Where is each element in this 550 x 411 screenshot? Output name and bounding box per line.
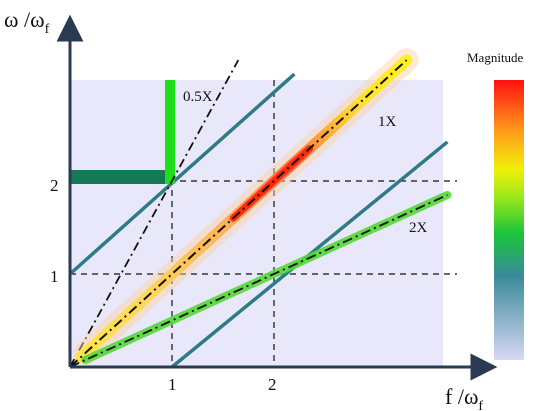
order-line-0-5x [69, 59, 240, 368]
resonance-line-1 [68, 72, 296, 276]
x-tick-label-1: 1 [168, 375, 177, 394]
order-label-2x: 2X [409, 220, 428, 236]
order-lines [69, 48, 452, 368]
green-resonance-vertical [165, 80, 175, 184]
order-label-1x: 1X [378, 114, 397, 130]
magnitude-colorbar [494, 80, 524, 360]
x-axis-title: f /ωf [445, 384, 483, 411]
y-tick-label-1: 1 [50, 267, 59, 286]
order-label-0-5x: 0.5X [183, 89, 213, 105]
x-tick-label-2: 2 [268, 375, 277, 394]
y-axis-title: ω /ωf [4, 7, 50, 37]
order-line-1x [69, 59, 408, 368]
green-resonance-horizontal [70, 170, 173, 184]
legend-title: Magnitude [467, 50, 524, 65]
order-line-2x [69, 194, 448, 368]
y-tick-label-2: 2 [50, 176, 59, 195]
